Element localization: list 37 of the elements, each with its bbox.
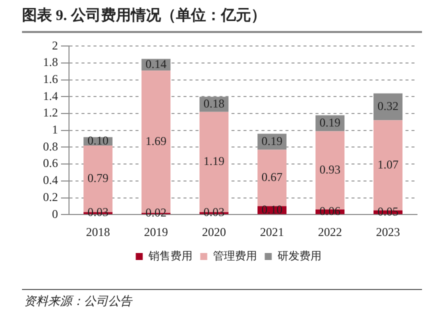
- x-tick-label: 2018: [86, 224, 110, 239]
- y-tick-label: 0.2: [43, 190, 58, 204]
- legend-label: 管理费用: [212, 249, 257, 262]
- y-tick-label: 0.4: [43, 173, 58, 188]
- data-label: 0.19: [320, 115, 340, 130]
- y-tick-label: 0.8: [43, 139, 58, 154]
- data-label: 0.19: [262, 134, 282, 148]
- x-tick-label: 2020: [202, 224, 226, 239]
- x-tick-label: 2019: [144, 224, 168, 239]
- y-tick-label: 0: [52, 206, 58, 221]
- y-tick-label: 1.4: [43, 88, 58, 103]
- y-tick-label: 1: [52, 122, 58, 137]
- x-tick-label: 2023: [376, 224, 400, 239]
- y-tick-label: 1.2: [43, 106, 58, 120]
- bar: [258, 150, 286, 206]
- bar: [374, 93, 402, 120]
- chart-title: 图表 9. 公司费用情况（单位：亿元）: [22, 6, 266, 25]
- data-label: 0.93: [320, 162, 340, 177]
- x-tick-label: 2021: [260, 224, 284, 239]
- data-label: 0.32: [378, 98, 398, 113]
- data-label: 1.69: [146, 134, 166, 148]
- y-tick-label: 1.8: [43, 55, 58, 70]
- data-label: 0.10: [88, 134, 108, 148]
- data-label: 1.19: [204, 154, 224, 168]
- y-tick-label: 2: [52, 38, 58, 52]
- text: 资料来源：公司公告: [24, 293, 132, 310]
- data-label: 0.10: [262, 202, 282, 216]
- legend-label: 销售费用: [147, 249, 192, 262]
- data-label: 0.14: [146, 56, 166, 71]
- data-label: 0.18: [204, 96, 224, 110]
- data-label: 0.67: [262, 170, 282, 184]
- y-tick-label: 1.6: [43, 72, 58, 86]
- data-label: 1.07: [378, 158, 398, 172]
- data-label: 0.79: [88, 170, 108, 185]
- y-tick-label: 0.6: [43, 156, 58, 170]
- legend-label: 研发费用: [277, 249, 322, 262]
- x-tick-label: 2022: [318, 224, 342, 239]
